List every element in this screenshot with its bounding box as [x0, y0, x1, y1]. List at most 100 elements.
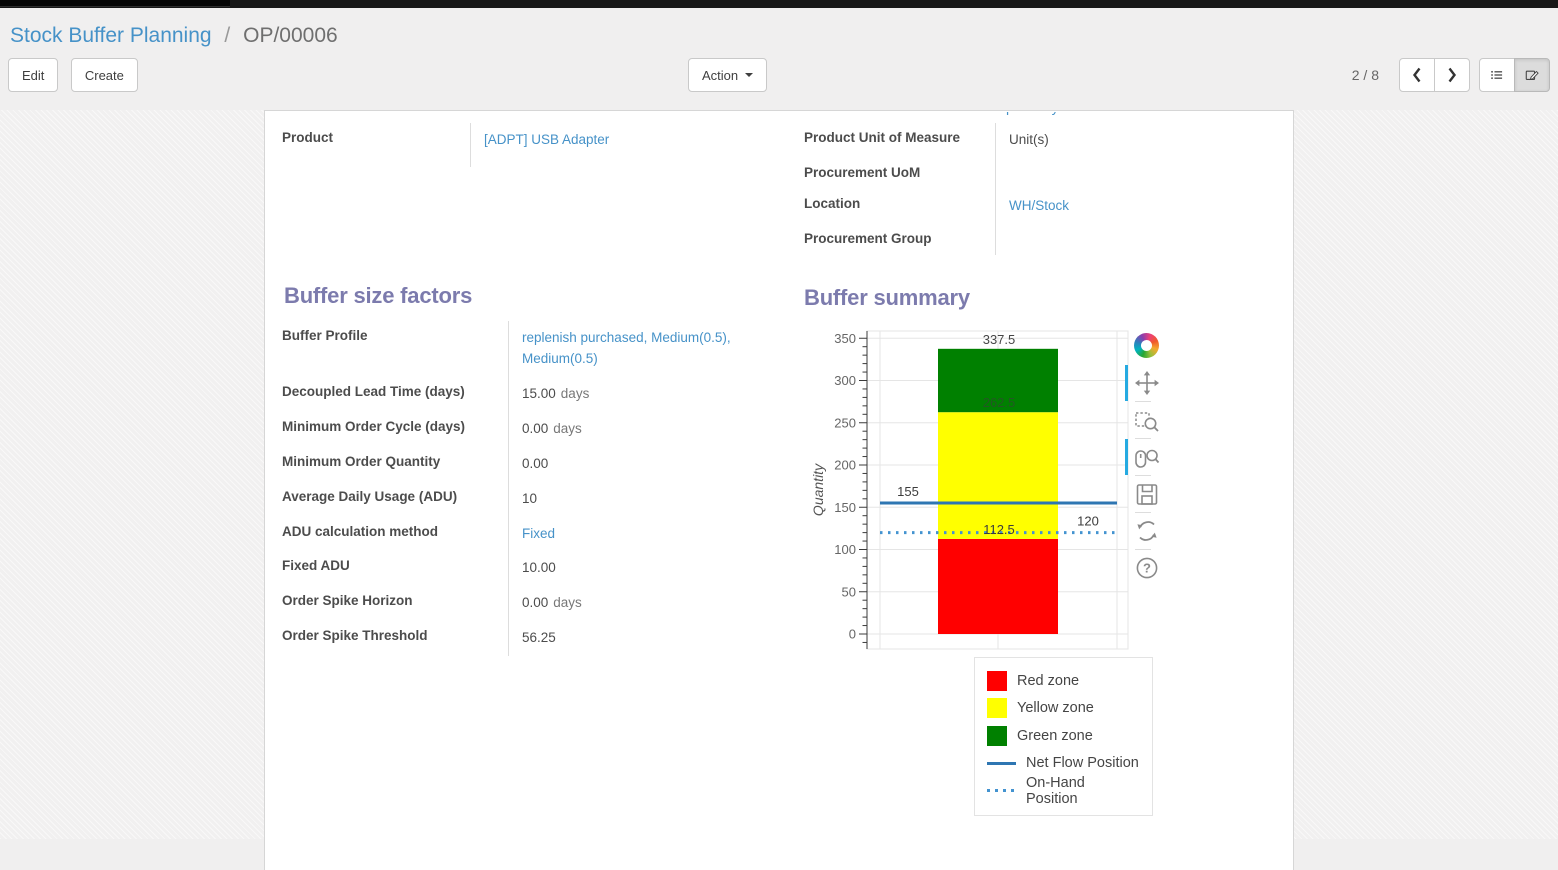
field-unit: days: [560, 385, 590, 401]
field-row-procurement-group: Procurement Group: [804, 223, 1293, 255]
form-sheet: p y Product [ADPT] USB Adapter Product Un…: [264, 110, 1294, 870]
svg-text:50: 50: [842, 584, 856, 599]
legend-swatch-net-flow-position-icon: [987, 761, 1016, 765]
field-group-right: Product Unit of Measure Unit(s) Procuremen…: [804, 123, 1293, 255]
bokeh-logo-icon[interactable]: [1134, 333, 1159, 358]
legend-swatch-red-zone-icon: [987, 670, 1007, 691]
control-panel: Stock Buffer Planning / OP/00006 Edit Cr…: [0, 8, 1558, 110]
field-value-text: 0.00: [522, 455, 549, 471]
help-tool-icon[interactable]: ?: [1133, 553, 1161, 583]
breadcrumb: Stock Buffer Planning / OP/00006: [8, 8, 1550, 58]
field-value-text: Unit(s): [1009, 132, 1049, 147]
field-label: Product Unit of Measure: [804, 123, 996, 158]
chevron-right-icon: [1448, 67, 1457, 83]
clipped-field-value: p y: [1006, 112, 1146, 117]
pager-buttons: [1399, 58, 1470, 92]
breadcrumb-parent-link[interactable]: Stock Buffer Planning: [10, 24, 212, 47]
buffer-summary-heading: Buffer summary: [804, 285, 970, 310]
field-unit: days: [553, 595, 582, 611]
field-value-link[interactable]: Fixed: [522, 525, 556, 541]
field-value-text: 10.00: [522, 560, 556, 576]
svg-text:?: ?: [1143, 561, 1151, 576]
edit-button[interactable]: Edit: [8, 58, 59, 92]
caret-down-icon: [745, 73, 754, 77]
field-value: 0.00: [509, 447, 764, 482]
svg-text:100: 100: [834, 542, 856, 557]
field-row-adu-calculation-method: ADU calculation method Fixed: [282, 516, 764, 552]
field-value-link[interactable]: [ADPT] USB Adapter: [484, 132, 610, 147]
pager-next-button[interactable]: [1434, 58, 1470, 92]
create-button[interactable]: Create: [70, 58, 138, 92]
content-background: p y Product [ADPT] USB Adapter Product Un…: [0, 110, 1558, 870]
field-value: Fixed: [509, 517, 764, 552]
legend-label: Red zone: [1017, 672, 1080, 689]
field-row-decoupled-lead-time-days: Decoupled Lead Time (days) 15.00 days: [282, 376, 764, 412]
breadcrumb-separator: /: [224, 24, 231, 47]
field-value-text: 0.00: [522, 595, 549, 611]
field-label: Procurement Group: [804, 223, 996, 255]
field-label: Procurement UoM: [804, 157, 996, 189]
field-value: 0.00 days: [509, 586, 764, 621]
action-label: Action: [702, 67, 739, 83]
legend-label: Green zone: [1017, 727, 1093, 744]
field-label: Average Daily Usage (ADU): [282, 481, 509, 517]
field-value-link[interactable]: replenish purchased, Medium(0.5), Medium…: [522, 330, 731, 366]
toolbar-divider: [1135, 512, 1151, 513]
pager-counter: 2 / 8: [1351, 67, 1379, 83]
toolbar-divider: [1135, 438, 1151, 439]
field-label: Decoupled Lead Time (days): [282, 376, 509, 412]
toolbar-divider: [1135, 401, 1151, 402]
field-row-product-unit-of-measure: Product Unit of Measure Unit(s): [804, 123, 1293, 158]
buffer-size-factors-heading: Buffer size factors: [284, 283, 473, 308]
field-value: WH/Stock: [996, 189, 1293, 224]
field-label: Minimum Order Cycle (days): [282, 411, 509, 447]
toolbar-divider: [1135, 475, 1151, 476]
legend-swatch-yellow-zone-icon: [987, 698, 1007, 719]
svg-text:337.5: 337.5: [983, 332, 1016, 347]
list-view-icon: [1491, 70, 1503, 80]
svg-text:0: 0: [849, 627, 856, 642]
buffer-summary-chart[interactable]: 0 50 100 150 200 250 300 350 Quantity 112.5 262.5 3…: [809, 327, 1133, 653]
svg-text:112.5: 112.5: [983, 522, 1015, 537]
legend-swatch-on-hand-position-icon: [987, 789, 1016, 793]
form-view-button[interactable]: [1514, 58, 1550, 92]
field-value: 10.00: [509, 551, 764, 586]
field-value-text: 56.25: [522, 630, 556, 646]
svg-text:155: 155: [897, 484, 919, 499]
field-group-left: Product [ADPT] USB Adapter: [282, 123, 760, 167]
field-label: Product: [282, 123, 471, 167]
pan-tool-icon[interactable]: [1125, 365, 1161, 401]
breadcrumb-current: OP/00006: [243, 24, 338, 47]
field-value: 0.00 days: [509, 412, 764, 447]
legend-label: Yellow zone: [1017, 700, 1094, 717]
chevron-left-icon: [1412, 67, 1421, 83]
list-view-button[interactable]: [1479, 58, 1515, 92]
field-row-location: Location WH/Stock: [804, 188, 1293, 224]
wheel-zoom-tool-icon[interactable]: [1125, 439, 1161, 475]
save-tool-icon[interactable]: [1133, 479, 1161, 509]
action-dropdown-button[interactable]: Action: [688, 58, 768, 92]
field-value-text: 10: [522, 490, 538, 506]
legend-label: On-Hand Position: [1026, 774, 1085, 807]
legend-item-red-zone: Red zone: [987, 667, 1140, 695]
legend-item-net-flow-position: Net Flow Position: [987, 750, 1140, 778]
svg-text:250: 250: [834, 415, 856, 430]
svg-text:150: 150: [834, 500, 856, 515]
field-value: [996, 224, 1293, 255]
box-zoom-tool-icon[interactable]: [1133, 405, 1161, 435]
field-value-link[interactable]: WH/Stock: [1009, 197, 1070, 213]
field-value: 56.25: [509, 621, 764, 656]
svg-text:Quantity: Quantity: [810, 463, 826, 516]
legend-label: Net Flow Position: [1026, 755, 1139, 772]
field-value-text: 15.00: [522, 385, 556, 401]
field-label: Minimum Order Quantity: [282, 446, 509, 482]
field-label: Order Spike Horizon: [282, 586, 509, 622]
field-row-minimum-order-quantity: Minimum Order Quantity 0.00: [282, 446, 764, 482]
svg-text:120: 120: [1077, 514, 1099, 529]
field-row-order-spike-horizon: Order Spike Horizon 0.00 days: [282, 586, 764, 622]
legend-item-on-hand-position: On-Hand Position: [987, 774, 1140, 807]
pager-previous-button[interactable]: [1399, 58, 1435, 92]
field-unit: days: [553, 420, 582, 436]
reset-tool-icon[interactable]: [1133, 516, 1161, 546]
legend-item-yellow-zone: Yellow zone: [987, 695, 1140, 723]
